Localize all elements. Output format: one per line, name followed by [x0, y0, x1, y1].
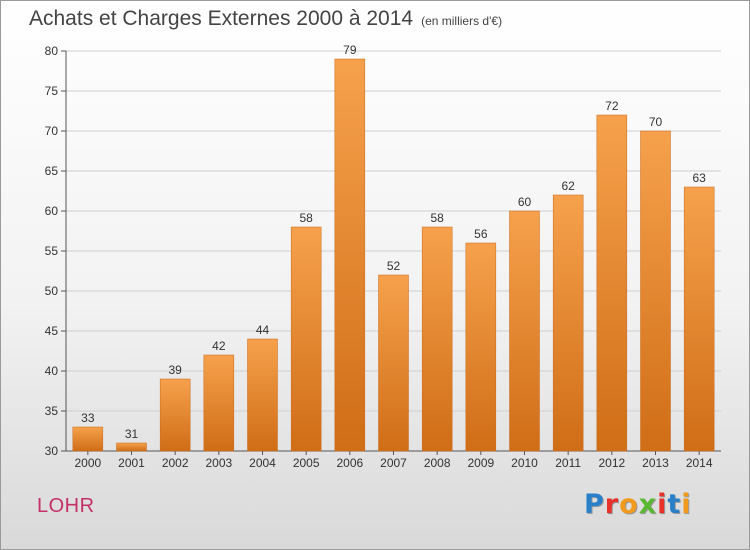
y-tick-label: 65 [45, 164, 59, 178]
y-tick-label: 30 [45, 444, 59, 458]
bar [640, 130, 671, 452]
value-label: 56 [474, 227, 488, 241]
value-label: 62 [561, 179, 575, 193]
y-tick-label: 80 [45, 44, 59, 58]
y-tick-label: 55 [45, 244, 59, 258]
value-label: 31 [125, 427, 139, 441]
chart-subtitle: (en milliers d'€) [421, 14, 503, 28]
value-label: 79 [343, 43, 357, 57]
logo-letter: x [638, 489, 658, 520]
value-label: 44 [256, 323, 270, 337]
commune-name: LOHR [37, 495, 95, 517]
x-tick-label: 2004 [249, 456, 276, 470]
bar [421, 226, 453, 452]
x-tick-label: 2013 [642, 456, 669, 470]
x-tick-label: 2014 [686, 456, 713, 470]
value-label: 42 [212, 339, 226, 353]
y-tick-label: 45 [45, 324, 59, 338]
x-tick-label: 2008 [424, 456, 451, 470]
bar [72, 426, 104, 452]
y-tick-label: 70 [45, 124, 59, 138]
x-tick-label: 2003 [205, 456, 232, 470]
value-label: 58 [430, 211, 444, 225]
bar [378, 274, 409, 452]
x-tick-label: 2012 [598, 456, 625, 470]
x-tick-label: 2009 [467, 456, 494, 470]
labels: 33 2000 31 2001 39 2002 42 2003 44 2004 58 2005 79 20… [74, 43, 712, 470]
bar [247, 338, 278, 452]
x-tick-label: 2010 [511, 456, 538, 470]
value-label: 70 [649, 115, 663, 129]
x-tick-label: 2011 [555, 456, 581, 470]
logo-letter: o [619, 489, 639, 520]
value-label: 52 [387, 259, 401, 273]
x-tick-label: 2000 [74, 456, 101, 470]
y-tick-label: 35 [45, 404, 59, 418]
y-tick-label: 50 [45, 284, 59, 298]
bar [290, 226, 322, 452]
value-label: 60 [518, 195, 532, 209]
logo-letter: r [604, 489, 620, 520]
logo-letter: P [584, 489, 605, 520]
bar [552, 194, 584, 452]
chart-title-text: Achats et Charges Externes 2000 à 2014 [29, 7, 414, 30]
value-label: 33 [81, 411, 95, 425]
y-tick-label: 75 [45, 84, 59, 98]
chart-title: Achats et Charges Externes 2000 à 2014 (e… [29, 7, 502, 31]
bar [465, 242, 497, 452]
x-tick-label: 2001 [118, 456, 145, 470]
value-label: 58 [299, 211, 313, 225]
bar [683, 186, 715, 452]
value-label: 39 [168, 363, 182, 377]
logo-letter: i [681, 489, 692, 520]
x-tick-label: 2002 [162, 456, 189, 470]
bar [334, 58, 366, 452]
x-tick-label: 2006 [336, 456, 363, 470]
proxiti-logo[interactable]: Proxiti [584, 489, 692, 520]
bar [596, 114, 628, 452]
x-tick-label: 2007 [380, 456, 407, 470]
bars [72, 58, 715, 452]
value-label: 72 [605, 99, 619, 113]
y-tick-label: 60 [45, 204, 59, 218]
bar [509, 210, 540, 452]
bar [116, 442, 147, 452]
bar [203, 354, 235, 452]
bar [159, 378, 191, 452]
x-tick-label: 2005 [293, 456, 320, 470]
value-label: 63 [692, 171, 706, 185]
y-tick-label: 40 [45, 364, 59, 378]
logo-letter: i [657, 489, 668, 520]
logo-letter: t [667, 489, 682, 520]
